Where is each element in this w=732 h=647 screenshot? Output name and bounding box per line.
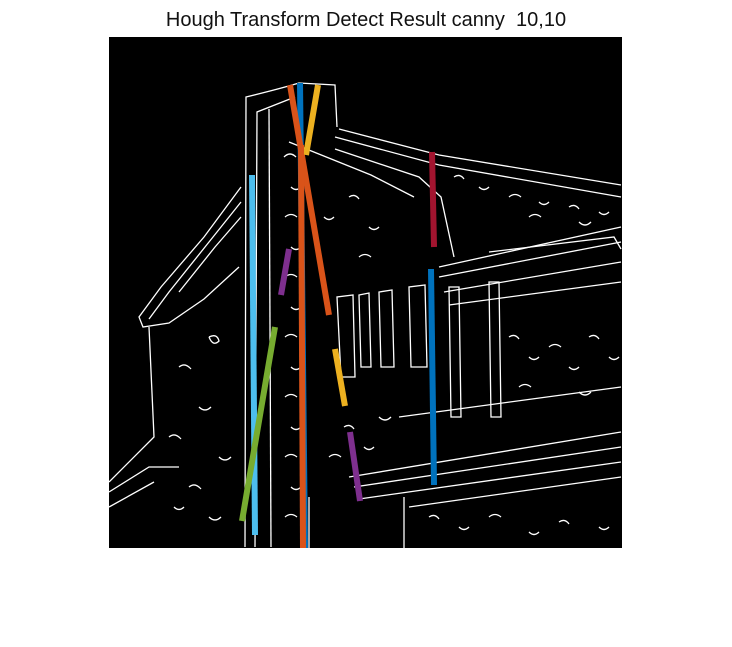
hough-result-image: [109, 37, 622, 548]
hough-line-10: [429, 151, 437, 248]
edge-map: [109, 82, 622, 548]
hough-lines: [239, 82, 437, 548]
figure-title: Hough Transform Detect Result canny 10,1…: [165, 9, 567, 31]
hough-line-2: [287, 84, 332, 316]
hough-line-9: [347, 431, 363, 502]
image-background: [109, 37, 622, 548]
hough-line-3: [303, 84, 321, 156]
hough-line-8: [332, 348, 348, 407]
hough-line-11: [428, 268, 437, 486]
hough-line-7: [239, 326, 278, 522]
hough-line-6: [278, 248, 292, 296]
hough-line-4: [298, 144, 306, 548]
hough-line-5: [249, 174, 258, 536]
